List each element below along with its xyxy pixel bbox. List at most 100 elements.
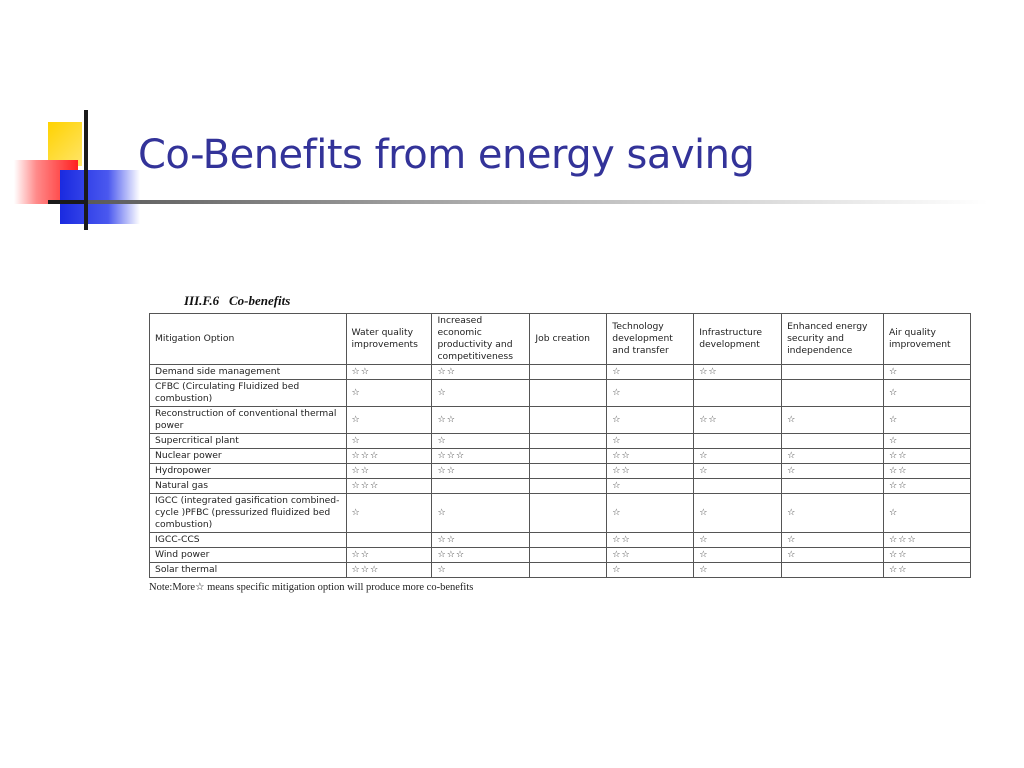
rating-cell (529, 532, 608, 548)
rating-cell (529, 463, 608, 479)
rating-cell (529, 433, 608, 449)
slide-title: Co-Benefits from energy saving (138, 132, 755, 178)
mitigation-option-cell: IGCC (integrated gasification combined-c… (149, 493, 347, 533)
mitigation-option-cell: IGCC-CCS (149, 532, 347, 548)
rating-cell: ☆ (883, 364, 971, 380)
table-row: IGCC-CCS ☆☆ ☆☆ ☆ ☆ ☆☆☆ (149, 532, 971, 548)
decor-blue-square (60, 170, 140, 224)
mitigation-option-cell: Wind power (149, 547, 347, 563)
rating-cell (529, 547, 608, 563)
mitigation-option-cell: Natural gas (149, 478, 347, 494)
rating-cell: ☆ (606, 478, 695, 494)
rating-cell: ☆ (345, 433, 433, 449)
rating-cell: ☆☆☆ (431, 547, 531, 563)
rating-cell: ☆☆ (883, 478, 971, 494)
decor-yellow-square (48, 122, 82, 166)
rating-cell (345, 532, 433, 548)
rating-cell (529, 448, 608, 464)
rating-cell: ☆☆☆ (345, 478, 433, 494)
rating-cell: ☆ (606, 493, 695, 533)
rating-cell: ☆☆☆ (345, 448, 433, 464)
rating-cell: ☆ (606, 364, 695, 380)
rating-cell (781, 478, 884, 494)
rating-cell: ☆ (431, 379, 531, 407)
rating-cell: ☆ (345, 406, 433, 434)
mitigation-option-cell: Nuclear power (149, 448, 347, 464)
rating-cell: ☆ (345, 493, 433, 533)
table-row: CFBC (Circulating Fluidized bed combusti… (149, 379, 971, 407)
rating-cell (781, 364, 884, 380)
column-header: Increased economic productivity and comp… (431, 313, 531, 365)
table-caption: III.F.6 Co-benefits (184, 293, 290, 309)
table-row: Nuclear power ☆☆☆ ☆☆☆ ☆☆ ☆ ☆ ☆☆ (149, 448, 971, 464)
rating-cell: ☆☆☆ (345, 562, 433, 578)
table-note: Note:More☆ means specific mitigation opt… (149, 582, 474, 593)
table-row: Hydropower ☆☆ ☆☆ ☆☆ ☆ ☆ ☆☆ (149, 463, 971, 479)
rating-cell: ☆☆ (431, 364, 531, 380)
table-caption-id: III.F.6 (184, 293, 220, 308)
rating-cell: ☆ (693, 463, 783, 479)
rating-cell (529, 562, 608, 578)
rating-cell: ☆☆☆ (431, 448, 531, 464)
rating-cell: ☆ (781, 463, 884, 479)
rating-cell (529, 379, 608, 407)
rating-cell: ☆☆ (693, 406, 783, 434)
rating-cell (693, 379, 783, 407)
rating-cell (529, 493, 608, 533)
mitigation-option-cell: Demand side management (149, 364, 347, 380)
rating-cell: ☆☆ (606, 547, 695, 563)
table-body: Demand side management ☆☆ ☆☆ ☆ ☆☆ ☆ CFBC (Circ… (149, 364, 971, 578)
mitigation-option-cell: Solar thermal (149, 562, 347, 578)
rating-cell: ☆☆ (606, 532, 695, 548)
table-row: Demand side management ☆☆ ☆☆ ☆ ☆☆ ☆ (149, 364, 971, 380)
column-header: Job creation (529, 313, 608, 365)
rating-cell: ☆ (883, 379, 971, 407)
rating-cell: ☆ (606, 562, 695, 578)
table-row: Wind power ☆☆ ☆☆☆ ☆☆ ☆ ☆ ☆☆ (149, 547, 971, 563)
table-row: Supercritical plant ☆ ☆ ☆ ☆ (149, 433, 971, 449)
rating-cell: ☆☆ (606, 463, 695, 479)
rating-cell: ☆ (693, 562, 783, 578)
decor-vertical-line (84, 110, 88, 230)
rating-cell (693, 478, 783, 494)
rating-cell: ☆ (693, 547, 783, 563)
table-header-row: Mitigation Option Water quality improveme… (149, 313, 971, 365)
rating-cell: ☆ (606, 379, 695, 407)
rating-cell: ☆☆ (883, 448, 971, 464)
table-caption-text: Co-benefits (228, 293, 291, 308)
rating-cell: ☆☆☆ (883, 532, 971, 548)
rating-cell: ☆☆ (345, 547, 433, 563)
table-row: IGCC (integrated gasification combined-c… (149, 493, 971, 533)
rating-cell: ☆ (883, 493, 971, 533)
rating-cell: ☆ (431, 433, 531, 449)
rating-cell: ☆☆ (345, 364, 433, 380)
rating-cell: ☆ (431, 562, 531, 578)
rating-cell: ☆☆ (883, 547, 971, 563)
rating-cell: ☆☆ (345, 463, 433, 479)
rating-cell (529, 406, 608, 434)
rating-cell: ☆☆ (693, 364, 783, 380)
rating-cell (781, 379, 884, 407)
mitigation-option-cell: Hydropower (149, 463, 347, 479)
rating-cell: ☆ (693, 532, 783, 548)
table-row: Solar thermal ☆☆☆ ☆ ☆ ☆ ☆☆ (149, 562, 971, 578)
table-row: Natural gas ☆☆☆ ☆ ☆☆ (149, 478, 971, 494)
column-header: Water quality improvements (345, 313, 433, 365)
rating-cell (693, 433, 783, 449)
rating-cell: ☆ (883, 433, 971, 449)
rating-cell: ☆☆ (431, 406, 531, 434)
rating-cell (781, 433, 884, 449)
mitigation-option-cell: Reconstruction of conventional thermal p… (149, 406, 347, 434)
rating-cell: ☆ (693, 493, 783, 533)
rating-cell: ☆ (781, 493, 884, 533)
rating-cell: ☆ (883, 406, 971, 434)
rating-cell (529, 364, 608, 380)
rating-cell: ☆ (606, 406, 695, 434)
rating-cell: ☆ (781, 406, 884, 434)
decor-horizontal-line (48, 200, 88, 204)
column-header: Infrastructure development (693, 313, 783, 365)
rating-cell: ☆☆ (883, 463, 971, 479)
co-benefits-table: Mitigation Option Water quality improveme… (149, 313, 971, 578)
rating-cell (781, 562, 884, 578)
rating-cell: ☆☆ (431, 463, 531, 479)
